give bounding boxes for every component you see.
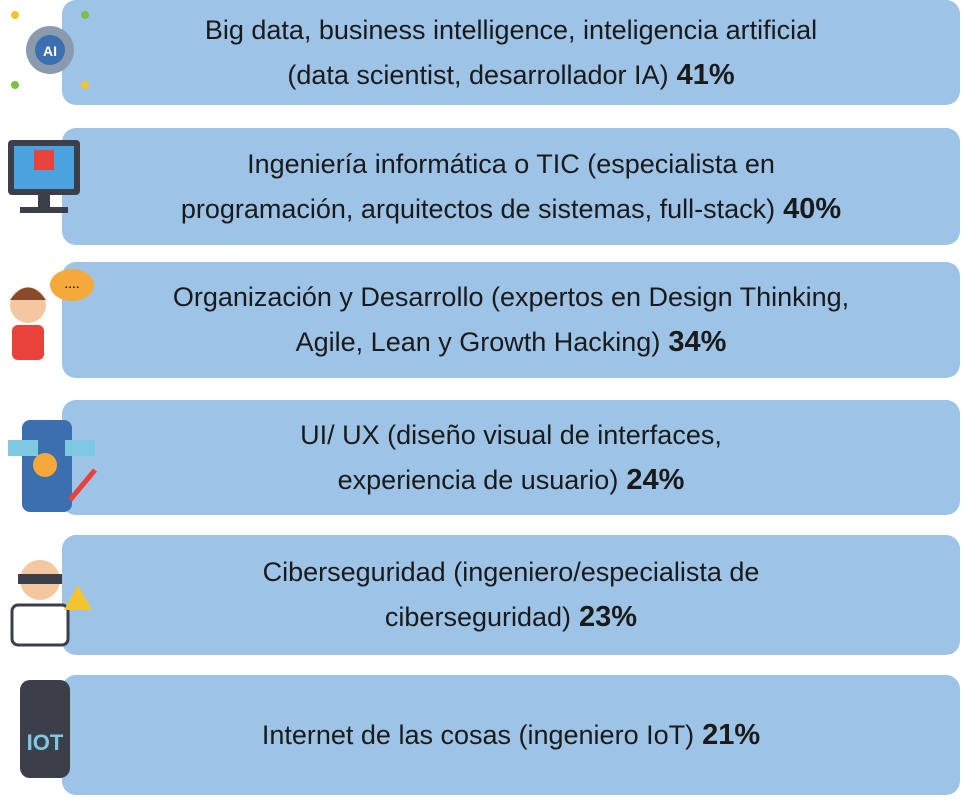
item-text: (data scientist, desarrollador IA) [287,59,669,90]
item-line: Big data, business intelligence, intelig… [205,8,817,53]
computer-icon [8,140,80,213]
item-percent: 23% [579,601,638,633]
item-line: ciberseguridad) 23% [385,595,637,640]
item-box: Ingeniería informática o TIC (especialis… [62,128,960,245]
item-box: Internet de las cosas (ingeniero IoT) 21% [62,675,960,795]
item-text: UI/ UX (diseño visual de interfaces, [300,419,722,450]
ux-icon [8,420,97,512]
item-line: (data scientist, desarrollador IA) 41% [287,53,734,98]
iot-icon: IOT [20,680,70,778]
item-text: Ingeniería informática o TIC (especialis… [247,148,775,179]
item-line: Agile, Lean y Growth Hacking) 34% [296,320,727,365]
ai-icon: AI [11,11,89,89]
item-box: UI/ UX (diseño visual de interfaces, expe… [62,400,960,515]
item-text: programación, arquitectos de sistemas, f… [180,193,776,224]
item-line: Ingeniería informática o TIC (especialis… [247,142,775,187]
item-text: Big data, business intelligence, intelig… [204,14,818,45]
item-line: UI/ UX (diseño visual de interfaces, [300,413,722,458]
svg-text:....: .... [64,275,80,291]
item-line: Ciberseguridad (ingeniero/especialista d… [263,550,760,595]
item-line: Internet de las cosas (ingeniero IoT) 21% [262,713,760,758]
item-text: Internet de las cosas (ingeniero IoT) [261,719,695,750]
svg-text:AI: AI [43,43,57,59]
item-text: ciberseguridad) [384,602,572,632]
item-text: Organización y Desarrollo (expertos en D… [172,282,850,312]
item-text: Ciberseguridad (ingeniero/especialista d… [262,557,760,587]
item-box: Ciberseguridad (ingeniero/especialista d… [62,535,960,655]
icons: AI .... IOT [8,11,97,778]
security-icon [10,560,92,647]
item-line: programación, arquitectos de sistemas, f… [181,187,841,232]
item-line: experiencia de usuario) 24% [338,458,685,503]
item-text: Agile, Lean y Growth Hacking) [295,327,661,357]
item-percent: 40% [783,192,842,225]
item-percent: 34% [668,326,727,358]
item-percent: 21% [702,718,761,751]
item-percent: 24% [626,463,685,496]
item-box: Organización y Desarrollo (expertos en D… [62,262,960,378]
thinking-icon: .... [10,269,94,360]
item-percent: 41% [676,58,735,91]
svg-text:IOT: IOT [27,730,64,755]
item-line: Organización y Desarrollo (expertos en D… [173,275,849,320]
item-text: experiencia de usuario) [337,464,619,495]
item-box: Big data, business intelligence, intelig… [62,0,960,105]
